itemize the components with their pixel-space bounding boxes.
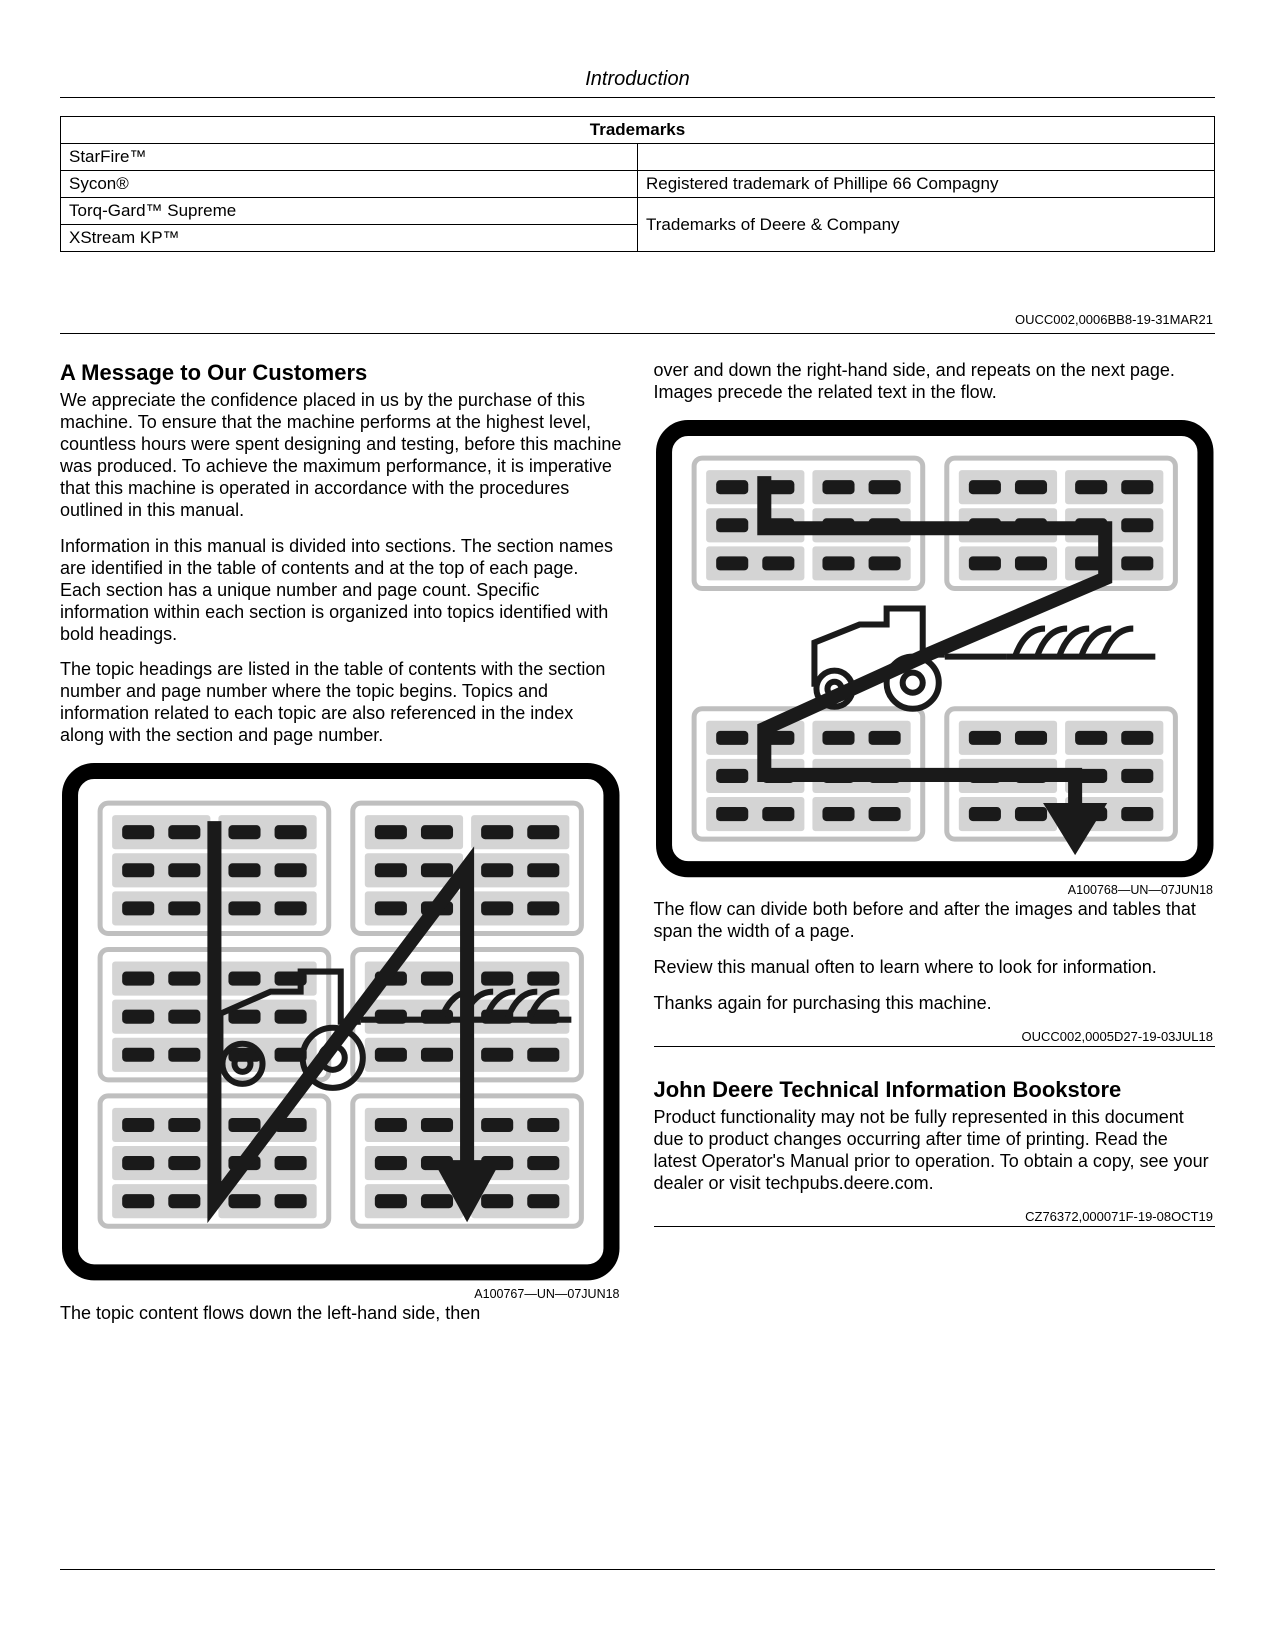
table-row: StarFire™ xyxy=(61,144,1215,171)
image-caption: A100768—UN—07JUN18 xyxy=(654,883,1214,897)
trademarks-table: Trademarks StarFire™ Sycon® Registered t… xyxy=(60,116,1215,252)
body-text: Thanks again for purchasing this machine… xyxy=(654,993,1216,1015)
right-column: over and down the right-hand side, and r… xyxy=(654,360,1216,1325)
body-text: over and down the right-hand side, and r… xyxy=(654,360,1216,404)
body-text: The topic content flows down the left-ha… xyxy=(60,1303,622,1325)
flow-diagram-2 xyxy=(654,418,1216,879)
body-text: Information in this manual is divided in… xyxy=(60,536,622,646)
table-row: Torq-Gard™ Supreme Trademarks of Deere &… xyxy=(61,198,1215,225)
reference-code: CZ76372,000071F-19-08OCT19 xyxy=(654,1209,1216,1224)
divider xyxy=(654,1226,1216,1227)
table-header: Trademarks xyxy=(61,117,1215,144)
flow-diagram-1 xyxy=(60,761,622,1282)
header-rule xyxy=(60,97,1215,98)
tm-name: Sycon® xyxy=(61,171,638,198)
tm-name: Torq-Gard™ Supreme xyxy=(61,198,638,225)
reference-code: OUCC002,0005D27-19-03JUL18 xyxy=(654,1029,1216,1044)
body-text: The flow can divide both before and afte… xyxy=(654,899,1216,943)
section-heading: John Deere Technical Information Booksto… xyxy=(654,1077,1216,1103)
section-heading: A Message to Our Customers xyxy=(60,360,622,386)
body-text: We appreciate the confidence placed in u… xyxy=(60,390,622,522)
body-text: The topic headings are listed in the tab… xyxy=(60,659,622,747)
tm-name: StarFire™ xyxy=(61,144,638,171)
content-columns: A Message to Our Customers We appreciate… xyxy=(60,360,1215,1325)
divider xyxy=(60,333,1215,334)
tm-note: Registered trademark of Phillipe 66 Comp… xyxy=(638,171,1215,198)
page-title: Introduction xyxy=(60,68,1215,97)
image-caption: A100767—UN—07JUN18 xyxy=(60,1287,620,1301)
reference-code: OUCC002,0006BB8-19-31MAR21 xyxy=(60,312,1215,327)
table-header-row: Trademarks xyxy=(61,117,1215,144)
left-column: A Message to Our Customers We appreciate… xyxy=(60,360,622,1325)
footer-rule xyxy=(60,1569,1215,1570)
flow-diagram-svg xyxy=(654,418,1216,879)
tm-note xyxy=(638,144,1215,171)
flow-diagram-svg xyxy=(60,761,622,1282)
tm-note-merged: Trademarks of Deere & Company xyxy=(638,198,1215,252)
body-text: Product functionality may not be fully r… xyxy=(654,1107,1216,1195)
divider xyxy=(654,1046,1216,1047)
table-row: Sycon® Registered trademark of Phillipe … xyxy=(61,171,1215,198)
tm-name: XStream KP™ xyxy=(61,225,638,252)
page-root: Introduction Trademarks StarFire™ Sycon®… xyxy=(0,0,1275,1650)
body-text: Review this manual often to learn where … xyxy=(654,957,1216,979)
